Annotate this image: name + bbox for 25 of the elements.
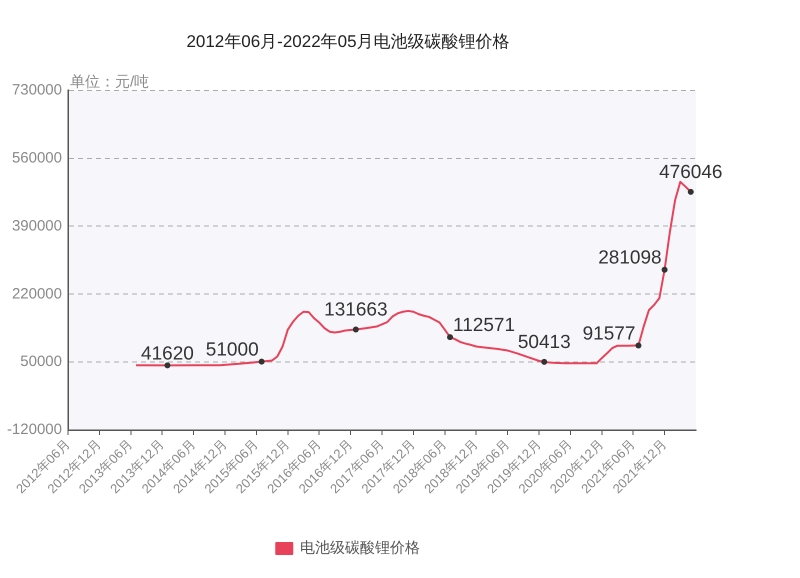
data-label: 91577 xyxy=(582,323,636,344)
data-label: 476046 xyxy=(659,162,722,183)
point xyxy=(662,266,668,273)
point xyxy=(688,188,694,195)
y-tick-label: -120000 xyxy=(6,421,62,438)
point xyxy=(447,334,454,340)
data-label: 50413 xyxy=(518,332,571,353)
y-tick-label: 220000 xyxy=(12,285,62,302)
data-label: 281098 xyxy=(598,248,662,269)
chart-title: 2012年06月-2022年05月电池级碳酸锂价格 xyxy=(186,32,510,51)
y-tick-label: 50000 xyxy=(20,353,62,370)
point xyxy=(352,326,359,332)
data-label: 51000 xyxy=(206,340,259,361)
y-tick-label: 390000 xyxy=(12,217,62,234)
y-tick-label: 730000 xyxy=(12,82,62,99)
data-label: 41620 xyxy=(141,343,194,364)
data-label: 131663 xyxy=(324,299,388,320)
legend-label: 电池级碳酸锂价格 xyxy=(300,540,420,557)
point xyxy=(164,362,170,368)
data-label: 112571 xyxy=(453,315,516,336)
point xyxy=(541,358,548,365)
point xyxy=(635,342,642,348)
y-axis-title: 单位：元/吨 xyxy=(70,74,150,91)
point xyxy=(258,358,265,365)
y-tick-label: 560000 xyxy=(12,149,62,166)
